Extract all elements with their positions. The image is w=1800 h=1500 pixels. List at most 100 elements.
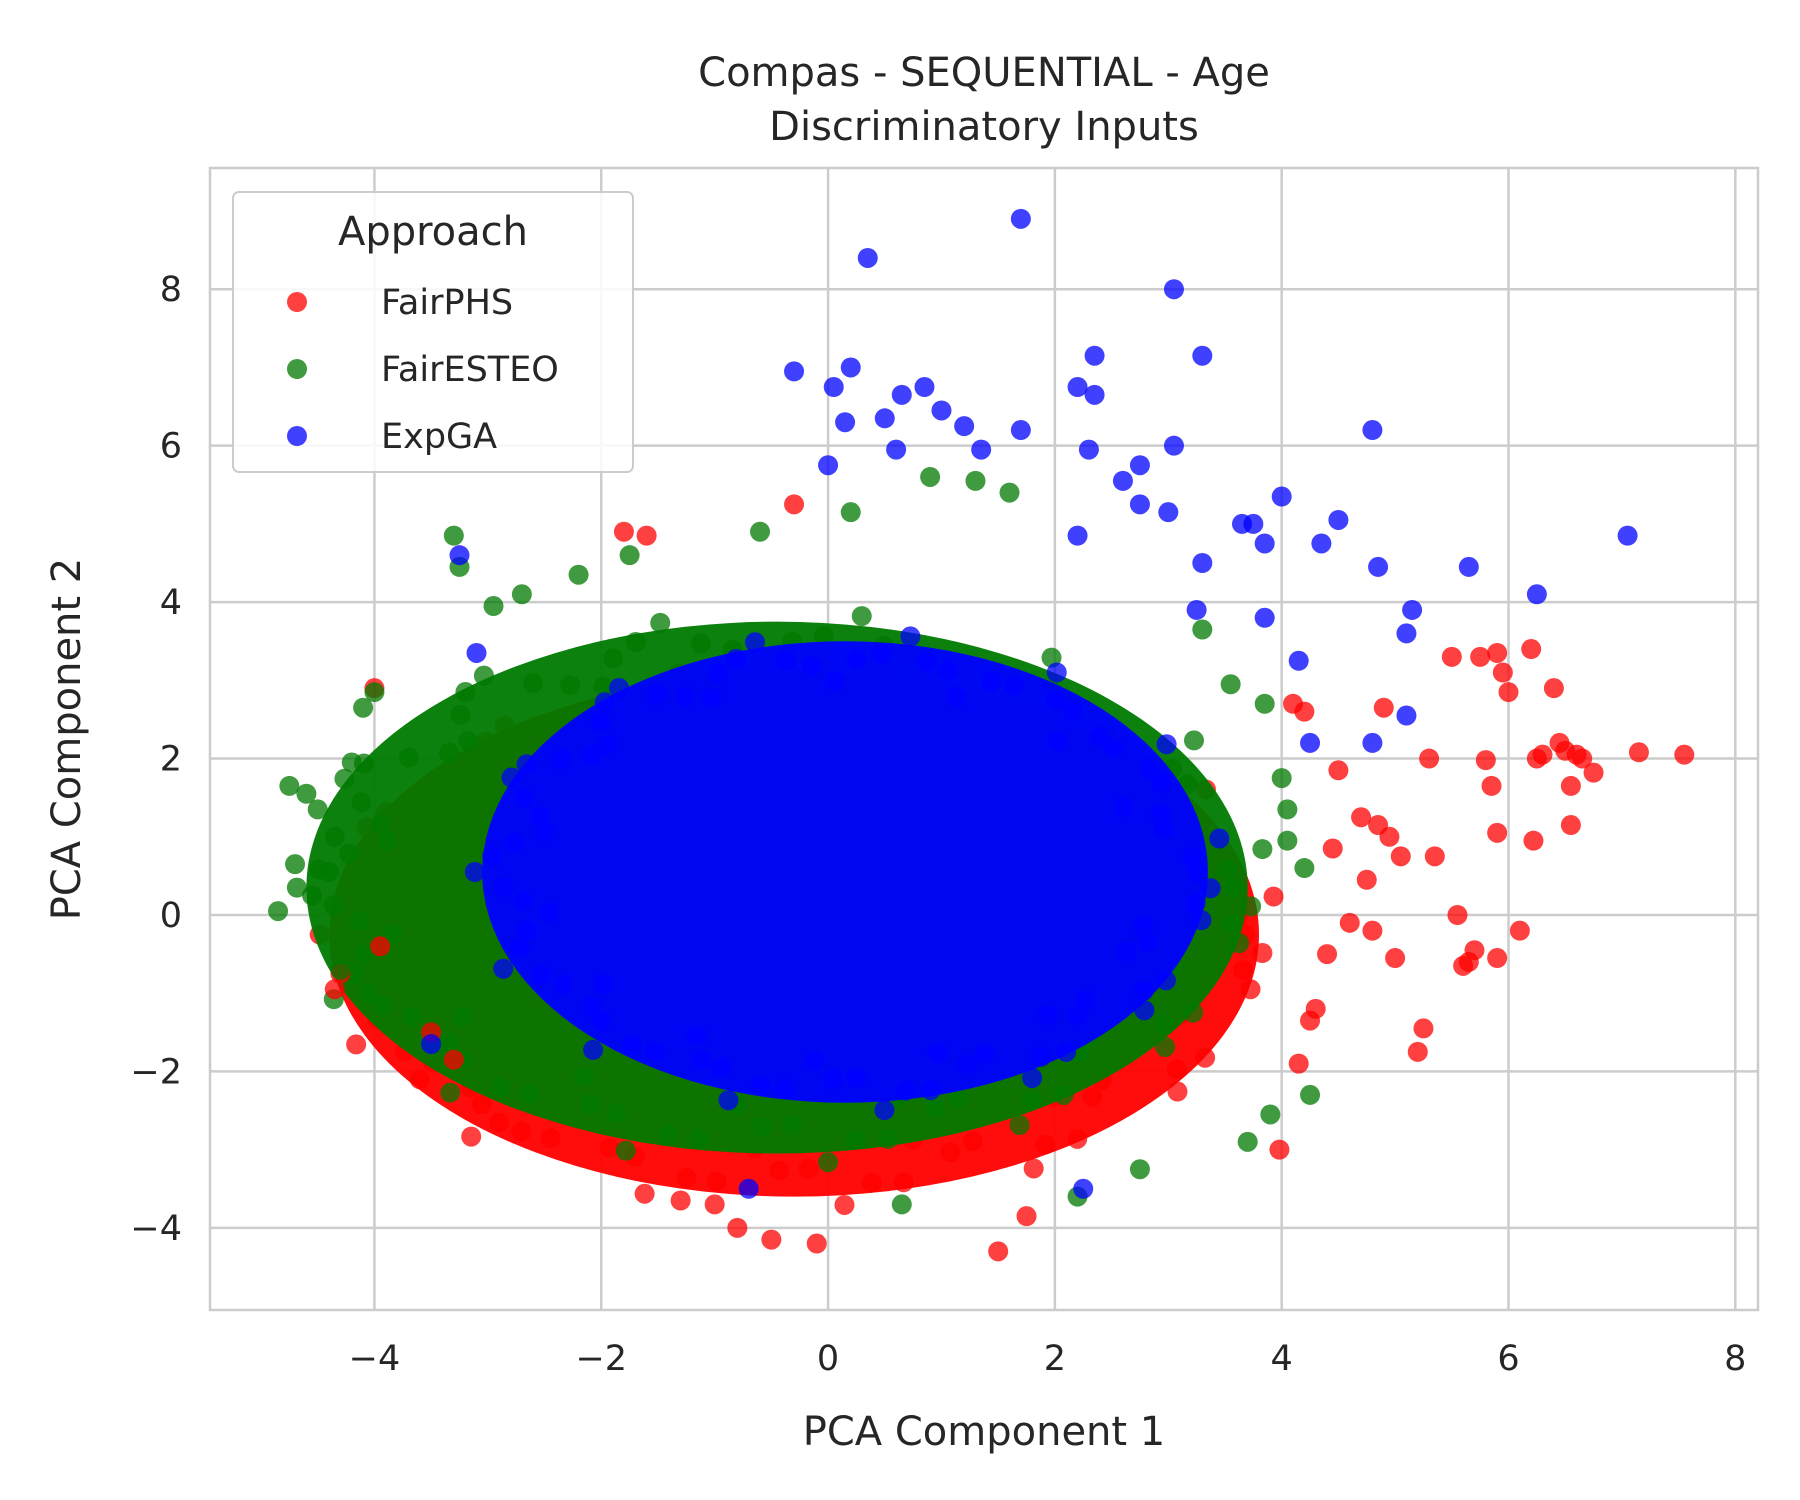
data-point-fairphs	[1487, 822, 1508, 843]
legend-marker-fairesteo	[287, 359, 307, 379]
edge-point-expga	[1046, 662, 1067, 683]
data-point-fairesteo	[483, 596, 504, 617]
data-point-expga	[1163, 279, 1184, 300]
data-point-expga	[1243, 513, 1264, 534]
data-point-fairphs	[704, 1194, 725, 1215]
edge-point-expga	[501, 767, 522, 788]
data-point-fairphs	[1424, 846, 1445, 867]
edge-point-expga	[590, 712, 611, 733]
edge-point-fairphs	[1082, 1086, 1103, 1107]
edge-point-expga	[1088, 726, 1109, 747]
edge-point-expga	[1191, 910, 1212, 931]
data-point-fairesteo	[1277, 799, 1298, 820]
edge-point-fairphs	[599, 1137, 620, 1158]
data-point-expga	[914, 377, 935, 398]
edge-point-fairesteo	[1252, 839, 1273, 860]
edge-point-expga	[1062, 701, 1083, 722]
x-tick-label: −4	[349, 1339, 401, 1379]
data-point-expga	[1254, 533, 1275, 554]
edge-point-expga	[846, 1068, 867, 1089]
x-tick-label: 0	[817, 1339, 839, 1379]
edge-point-fairphs	[511, 1121, 532, 1142]
edge-point-fairesteo	[349, 910, 370, 931]
edge-point-expga	[701, 687, 722, 708]
edge-point-expga	[539, 901, 560, 922]
data-point-fairphs	[1628, 742, 1649, 763]
legend-marker-fairphs	[287, 292, 307, 312]
data-point-expga	[1067, 377, 1088, 398]
edge-point-expga	[920, 1080, 941, 1101]
y-tick-label: −2	[130, 1052, 182, 1092]
data-point-fairphs	[489, 1112, 510, 1133]
data-point-fairphs	[324, 979, 345, 1000]
data-point-fairesteo	[1277, 830, 1298, 851]
data-point-expga	[1362, 732, 1383, 753]
edge-point-expga	[592, 973, 613, 994]
legend-marker-expga	[287, 426, 307, 446]
legend-title: Approach	[338, 209, 528, 255]
data-point-fairphs	[1317, 944, 1338, 965]
edge-point-fairesteo	[455, 682, 476, 703]
edge-point-fairphs	[634, 1183, 655, 1204]
legend-label-fairphs: FairPHS	[381, 283, 513, 323]
edge-point-expga	[516, 754, 537, 775]
edge-point-expga	[1134, 1000, 1155, 1021]
data-point-fairphs	[1498, 682, 1519, 703]
data-point-expga	[1300, 732, 1321, 753]
edge-point-expga	[551, 749, 572, 770]
legend-label-expga: ExpGA	[381, 417, 497, 457]
edge-point-fairesteo	[580, 1093, 601, 1114]
edge-point-fairphs	[1252, 943, 1273, 964]
data-point-fairesteo	[568, 564, 589, 585]
edge-point-expga	[505, 832, 526, 853]
data-point-expga	[931, 400, 952, 421]
edge-point-expga	[644, 1041, 665, 1062]
legend-box	[232, 191, 634, 473]
edge-point-expga	[927, 1043, 948, 1064]
tick-labels-layer: −4 −2 0 2 4 6 8 −4 −2 0 2 4 6 8	[130, 270, 1746, 1379]
edge-point-fairesteo	[603, 648, 624, 669]
edge-point-expga	[1037, 1005, 1058, 1026]
edge-point-fairphs	[1067, 1128, 1088, 1149]
data-point-expga	[1254, 607, 1275, 628]
data-point-fairphs	[727, 1217, 748, 1238]
data-point-fairphs	[784, 494, 805, 515]
edge-point-expga	[800, 655, 821, 676]
edge-point-fairesteo	[593, 676, 614, 697]
data-point-fairesteo	[319, 861, 340, 882]
edge-point-expga	[1209, 828, 1230, 849]
edge-point-fairesteo	[1241, 896, 1262, 917]
edge-point-expga	[582, 996, 603, 1017]
data-point-fairesteo	[750, 521, 771, 542]
data-point-fairphs	[670, 1190, 691, 1211]
edge-point-fairesteo	[351, 792, 372, 813]
data-point-fairphs	[1362, 920, 1383, 941]
edge-point-fairphs	[1035, 1134, 1056, 1155]
edge-point-fairesteo	[439, 1033, 460, 1054]
y-axis-label: PCA Component 2	[44, 558, 90, 921]
data-point-expga	[1288, 650, 1309, 671]
edge-point-fairesteo	[372, 996, 393, 1017]
y-tick-label: 6	[160, 427, 182, 467]
data-point-expga	[954, 416, 975, 437]
data-point-expga	[1010, 420, 1031, 441]
edge-point-fairesteo	[334, 768, 355, 789]
edge-point-expga	[591, 1011, 612, 1032]
point-cloud-expga	[482, 641, 1208, 1103]
x-tick-label: 6	[1497, 1339, 1519, 1379]
data-point-expga	[1163, 435, 1184, 456]
data-point-fairphs	[1487, 642, 1508, 663]
data-point-fairphs	[1351, 807, 1372, 828]
edge-point-fairesteo	[339, 843, 360, 864]
edge-point-expga	[1133, 916, 1154, 937]
data-point-fairphs	[1373, 697, 1394, 718]
data-point-expga	[1402, 599, 1423, 620]
data-point-expga	[1112, 470, 1133, 491]
edge-point-fairesteo	[752, 1117, 773, 1138]
data-point-fairphs	[1543, 678, 1564, 699]
edge-point-expga	[824, 670, 845, 691]
data-point-fairesteo	[619, 545, 640, 566]
edge-point-fairesteo	[925, 1098, 946, 1119]
edge-point-fairesteo	[625, 631, 646, 652]
